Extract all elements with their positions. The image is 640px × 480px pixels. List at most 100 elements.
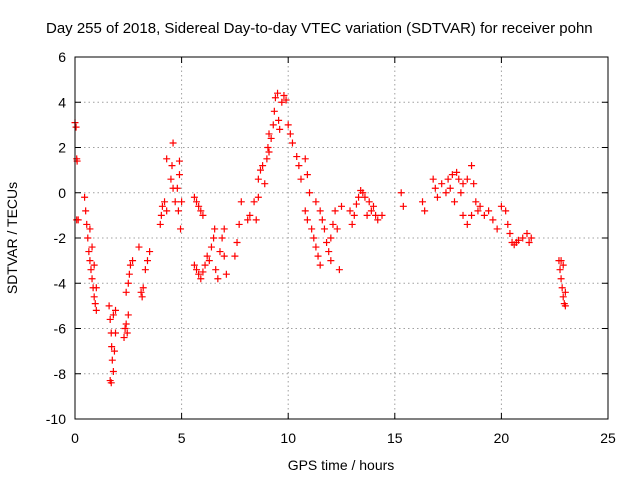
data-point	[121, 325, 129, 332]
data-point	[261, 180, 269, 188]
data-point	[282, 96, 290, 104]
data-point	[295, 162, 303, 170]
data-point	[470, 180, 478, 188]
data-point	[123, 329, 131, 337]
data-point	[303, 216, 311, 224]
data-point	[129, 257, 137, 265]
data-point	[269, 121, 277, 129]
data-point	[301, 207, 309, 215]
data-point	[175, 157, 183, 165]
data-point	[246, 211, 254, 219]
data-point	[141, 266, 149, 274]
data-point	[222, 270, 230, 278]
y-tick-label: -6	[54, 321, 67, 337]
data-point	[276, 125, 284, 133]
data-point	[558, 284, 566, 292]
data-point	[112, 306, 120, 314]
y-axis-label: SDTVAR / TECUs	[4, 182, 20, 294]
data-point	[288, 139, 296, 147]
data-point	[459, 211, 467, 219]
data-point	[88, 275, 96, 283]
data-point	[293, 153, 301, 161]
y-tick-label: 6	[58, 49, 66, 65]
data-point	[244, 216, 252, 224]
data-point	[318, 216, 326, 224]
data-point	[489, 216, 497, 224]
data-point	[91, 300, 99, 308]
data-point	[237, 198, 245, 206]
data-point	[493, 225, 501, 233]
data-point	[468, 211, 476, 219]
x-tick-label: 25	[600, 430, 616, 446]
data-point	[348, 220, 356, 228]
data-point	[218, 234, 226, 242]
data-point	[137, 288, 145, 296]
data-point	[297, 175, 305, 183]
data-point	[301, 155, 309, 163]
data-point	[397, 189, 405, 197]
data-point	[433, 193, 441, 201]
data-point	[139, 284, 147, 292]
data-point	[365, 198, 373, 206]
data-point	[559, 261, 567, 269]
data-point	[199, 211, 207, 219]
data-point	[355, 193, 363, 201]
data-point	[270, 107, 278, 115]
data-point	[559, 293, 567, 301]
data-point	[333, 225, 341, 233]
axis-ticks: 0 5 10 15 20 25 -10 -8 -6 -4 -2 0 2 4 6	[46, 49, 616, 446]
data-point	[110, 347, 118, 355]
data-point	[210, 234, 218, 242]
data-point	[372, 211, 380, 219]
data-point	[143, 257, 151, 265]
data-point	[310, 234, 318, 242]
data-point	[173, 184, 181, 192]
data-point	[86, 225, 94, 233]
data-point	[216, 248, 224, 256]
data-point	[306, 189, 314, 197]
data-point	[444, 175, 452, 183]
data-point	[214, 275, 222, 283]
data-point	[312, 198, 320, 206]
data-point	[81, 193, 89, 201]
data-point	[442, 189, 450, 197]
data-point	[199, 268, 207, 276]
data-point	[126, 261, 134, 269]
data-point	[474, 207, 482, 215]
data-point	[201, 261, 209, 269]
data-point	[556, 266, 564, 274]
data-point	[359, 189, 367, 197]
data-point	[275, 116, 283, 124]
data-point	[519, 234, 527, 242]
data-point	[421, 207, 429, 215]
data-point	[109, 311, 117, 319]
data-point	[476, 202, 484, 210]
x-tick-label: 0	[71, 430, 79, 446]
data-point	[419, 198, 427, 206]
data-point	[211, 225, 219, 233]
data-point	[303, 171, 311, 179]
data-point	[450, 198, 458, 206]
data-point	[197, 207, 205, 215]
data-point	[108, 356, 116, 364]
data-point	[263, 155, 271, 163]
data-point	[158, 202, 166, 210]
data-point	[331, 207, 339, 215]
data-point	[82, 207, 90, 215]
data-point	[146, 248, 154, 256]
data-point	[284, 121, 292, 129]
data-point	[157, 211, 165, 219]
data-point	[267, 134, 275, 142]
data-point	[156, 220, 164, 228]
data-point	[171, 198, 179, 206]
data-point	[168, 162, 176, 170]
data-points	[71, 89, 569, 387]
data-point	[363, 211, 371, 219]
data-point	[92, 284, 100, 292]
data-point	[205, 257, 213, 265]
data-point	[429, 175, 437, 183]
data-point	[259, 162, 267, 170]
data-point	[233, 239, 241, 247]
data-point	[250, 198, 258, 206]
data-point	[178, 198, 186, 206]
